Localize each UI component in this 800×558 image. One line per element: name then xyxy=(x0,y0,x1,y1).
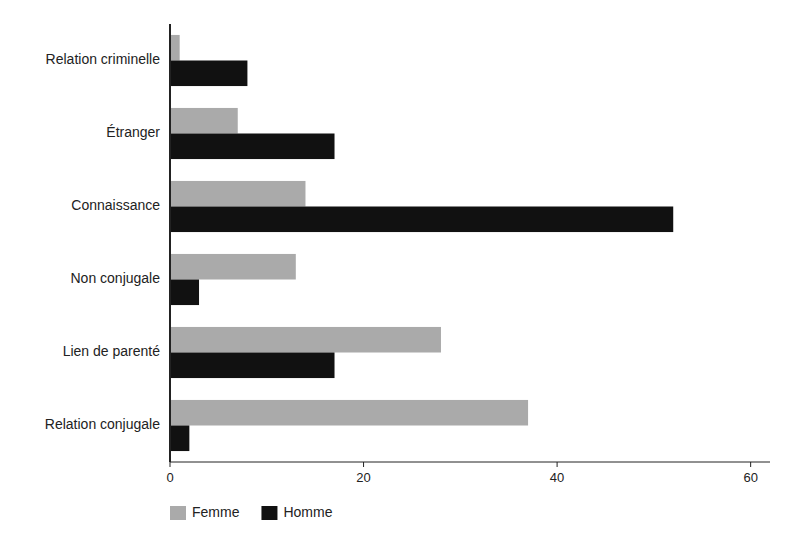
chart-container: Relation criminelle Étranger Connaissance N… xyxy=(0,0,800,558)
legend-swatch xyxy=(261,506,277,520)
x-tick-label: 40 xyxy=(550,470,564,485)
x-tick-label: 20 xyxy=(356,470,370,485)
bar xyxy=(170,134,335,160)
y-axis-line xyxy=(169,24,171,462)
category-label: Non conjugale xyxy=(70,270,160,286)
x-axis-line xyxy=(170,462,770,463)
legend: Femme Homme xyxy=(170,504,333,520)
chart: Relation criminelle Étranger Connaissance N… xyxy=(0,0,800,558)
bar xyxy=(170,400,528,426)
x-tick-label: 0 xyxy=(166,470,173,485)
bar xyxy=(170,181,305,207)
bar xyxy=(170,61,247,87)
category-label: Relation criminelle xyxy=(46,51,161,67)
x-tick xyxy=(170,462,171,467)
x-tick xyxy=(750,462,751,467)
category-label: Relation conjugale xyxy=(45,416,160,432)
bar xyxy=(170,207,673,233)
bar xyxy=(170,254,296,280)
bar xyxy=(170,426,189,452)
legend-label: Femme xyxy=(192,504,240,520)
bar xyxy=(170,35,180,61)
x-tick-label: 60 xyxy=(743,470,757,485)
legend-label: Homme xyxy=(283,504,332,520)
bar xyxy=(170,353,335,379)
category-label: Connaissance xyxy=(71,197,160,213)
bar xyxy=(170,280,199,306)
x-tick xyxy=(363,462,364,467)
bar xyxy=(170,108,238,134)
category-label: Lien de parenté xyxy=(63,343,161,359)
category-label: Étranger xyxy=(106,124,160,140)
legend-swatch xyxy=(170,506,186,520)
x-tick xyxy=(557,462,558,467)
bars xyxy=(170,35,673,451)
bar xyxy=(170,327,441,353)
